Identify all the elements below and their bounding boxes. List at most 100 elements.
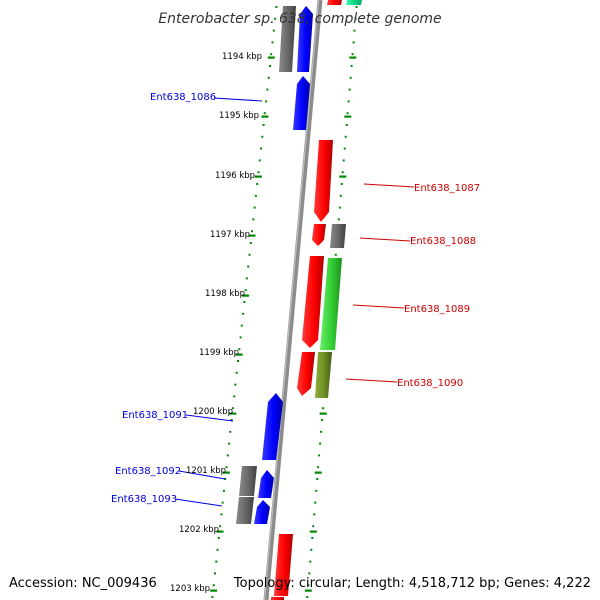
scale-tick xyxy=(235,353,243,356)
scale-dot xyxy=(240,324,243,327)
scale-dot xyxy=(220,513,223,516)
scale-dot xyxy=(353,29,356,32)
gene-ent638-1092-arrow[interactable] xyxy=(258,470,274,498)
scale-dot xyxy=(320,430,323,433)
scale-dot xyxy=(334,253,337,256)
scale-dot xyxy=(345,124,348,126)
scale-dot xyxy=(275,6,278,8)
feature-grey-2 xyxy=(239,466,257,496)
scale-dot xyxy=(271,41,274,44)
gene-label-ent638-1088[interactable]: Ent638_1088 xyxy=(410,236,476,247)
scale-tick xyxy=(242,294,249,297)
scale-dot xyxy=(214,572,216,575)
scale-dot xyxy=(307,584,310,587)
scale-dot xyxy=(244,289,247,292)
gene-ent638-1089-arrow[interactable] xyxy=(302,256,324,348)
scale-dot xyxy=(351,53,354,56)
scale-dot xyxy=(237,360,239,362)
scale-dot xyxy=(341,171,344,174)
scale-dot xyxy=(258,159,261,162)
scale-dot xyxy=(315,489,318,492)
gene-ent638-1088-arrow[interactable] xyxy=(330,224,346,248)
gene-ent638-1093-arrow[interactable] xyxy=(254,500,270,524)
scale-dot xyxy=(243,301,246,303)
scale-dot xyxy=(343,147,346,150)
feature-red-bottom-2 xyxy=(271,597,284,600)
scale-tick xyxy=(261,115,269,118)
gene-label-ent638-1086[interactable]: Ent638_1086 xyxy=(150,92,216,103)
scale-dot xyxy=(229,430,232,433)
scale-tick xyxy=(344,115,352,118)
feature-green-rna xyxy=(320,258,342,350)
scale-dot xyxy=(245,277,248,280)
scale-dot xyxy=(256,183,259,185)
gene-ent638-1086-arrow[interactable] xyxy=(293,76,310,130)
leader-1092 xyxy=(178,470,226,480)
scale-dot xyxy=(350,65,353,67)
gene-label-ent638-1093[interactable]: Ent638_1093 xyxy=(111,494,177,505)
scale-dot xyxy=(262,124,265,126)
scale-dot xyxy=(260,147,262,150)
gene-label-ent638-1092[interactable]: Ent638_1092 xyxy=(115,466,181,477)
scale-dot xyxy=(319,442,322,445)
scale-dot xyxy=(265,100,268,103)
scale-dot xyxy=(310,548,313,551)
scale-dot xyxy=(312,525,315,528)
scale-dot xyxy=(221,501,224,504)
map-title: Enterobacter sp. 638, complete genome xyxy=(158,11,441,27)
scale-dot xyxy=(340,183,343,185)
leader-1090 xyxy=(345,378,398,383)
scale-dot xyxy=(233,395,236,398)
scale-dot xyxy=(354,17,357,20)
scale-dot xyxy=(254,194,257,197)
leader-1088 xyxy=(359,237,411,242)
scale-dot xyxy=(267,76,270,79)
genome-summary-text: Topology: circular; Length: 4,518,712 bp… xyxy=(233,576,591,591)
scale-dot xyxy=(309,560,312,563)
gene-label-ent638-1090[interactable]: Ent638_1090 xyxy=(397,378,463,389)
scale-dot xyxy=(316,478,319,480)
scale-tick xyxy=(254,175,262,178)
scale-dot xyxy=(234,383,237,386)
scale-dot xyxy=(349,76,352,79)
gene-ent638-1087-arrow[interactable] xyxy=(314,140,333,222)
tick-label: 1199 kbp xyxy=(199,348,239,358)
scale-tick xyxy=(229,412,237,415)
scale-tick xyxy=(248,234,256,237)
genome-backbone xyxy=(263,0,323,600)
scale-dot xyxy=(338,206,341,209)
leader-1086 xyxy=(213,97,263,102)
scale-tick xyxy=(216,530,224,533)
gene-label-ent638-1091[interactable]: Ent638_1091 xyxy=(122,410,188,421)
scale-dot xyxy=(344,135,347,138)
scale-dot xyxy=(322,407,325,410)
feature-red-bottom xyxy=(274,534,293,596)
tick-label: 1197 kbp xyxy=(210,230,250,240)
feature-olive xyxy=(315,352,332,398)
tick-label: 1203 kbp xyxy=(170,584,210,594)
gene-label-ent638-1087[interactable]: Ent638_1087 xyxy=(414,183,480,194)
scale-tick xyxy=(267,56,275,59)
scale-dot xyxy=(317,466,320,469)
scale-dot xyxy=(226,454,229,457)
scale-dot xyxy=(242,312,245,315)
leader-1093 xyxy=(174,498,223,507)
scale-labels: 1194 kbp 1195 kbp 1196 kbp 1197 kbp 1198… xyxy=(170,52,262,594)
scale-dot xyxy=(257,171,260,174)
scale-dot xyxy=(222,489,225,492)
gene-label-ent638-1089[interactable]: Ent638_1089 xyxy=(404,304,470,315)
gene-ent638-1090-arrow[interactable] xyxy=(297,352,315,396)
scale-dot xyxy=(347,100,350,103)
feature-teal-top xyxy=(346,0,362,5)
tick-label: 1198 kbp xyxy=(205,289,245,299)
scale-dot xyxy=(274,17,277,20)
scale-dot xyxy=(308,572,311,575)
gene-ent638-1091-arrow[interactable] xyxy=(262,393,283,460)
scale-dot xyxy=(215,560,218,563)
feature-grey-3 xyxy=(236,497,254,524)
leader-lines xyxy=(174,97,415,507)
scale-tick xyxy=(319,412,327,415)
scale-dot xyxy=(355,6,358,8)
scale-dot xyxy=(266,88,269,91)
